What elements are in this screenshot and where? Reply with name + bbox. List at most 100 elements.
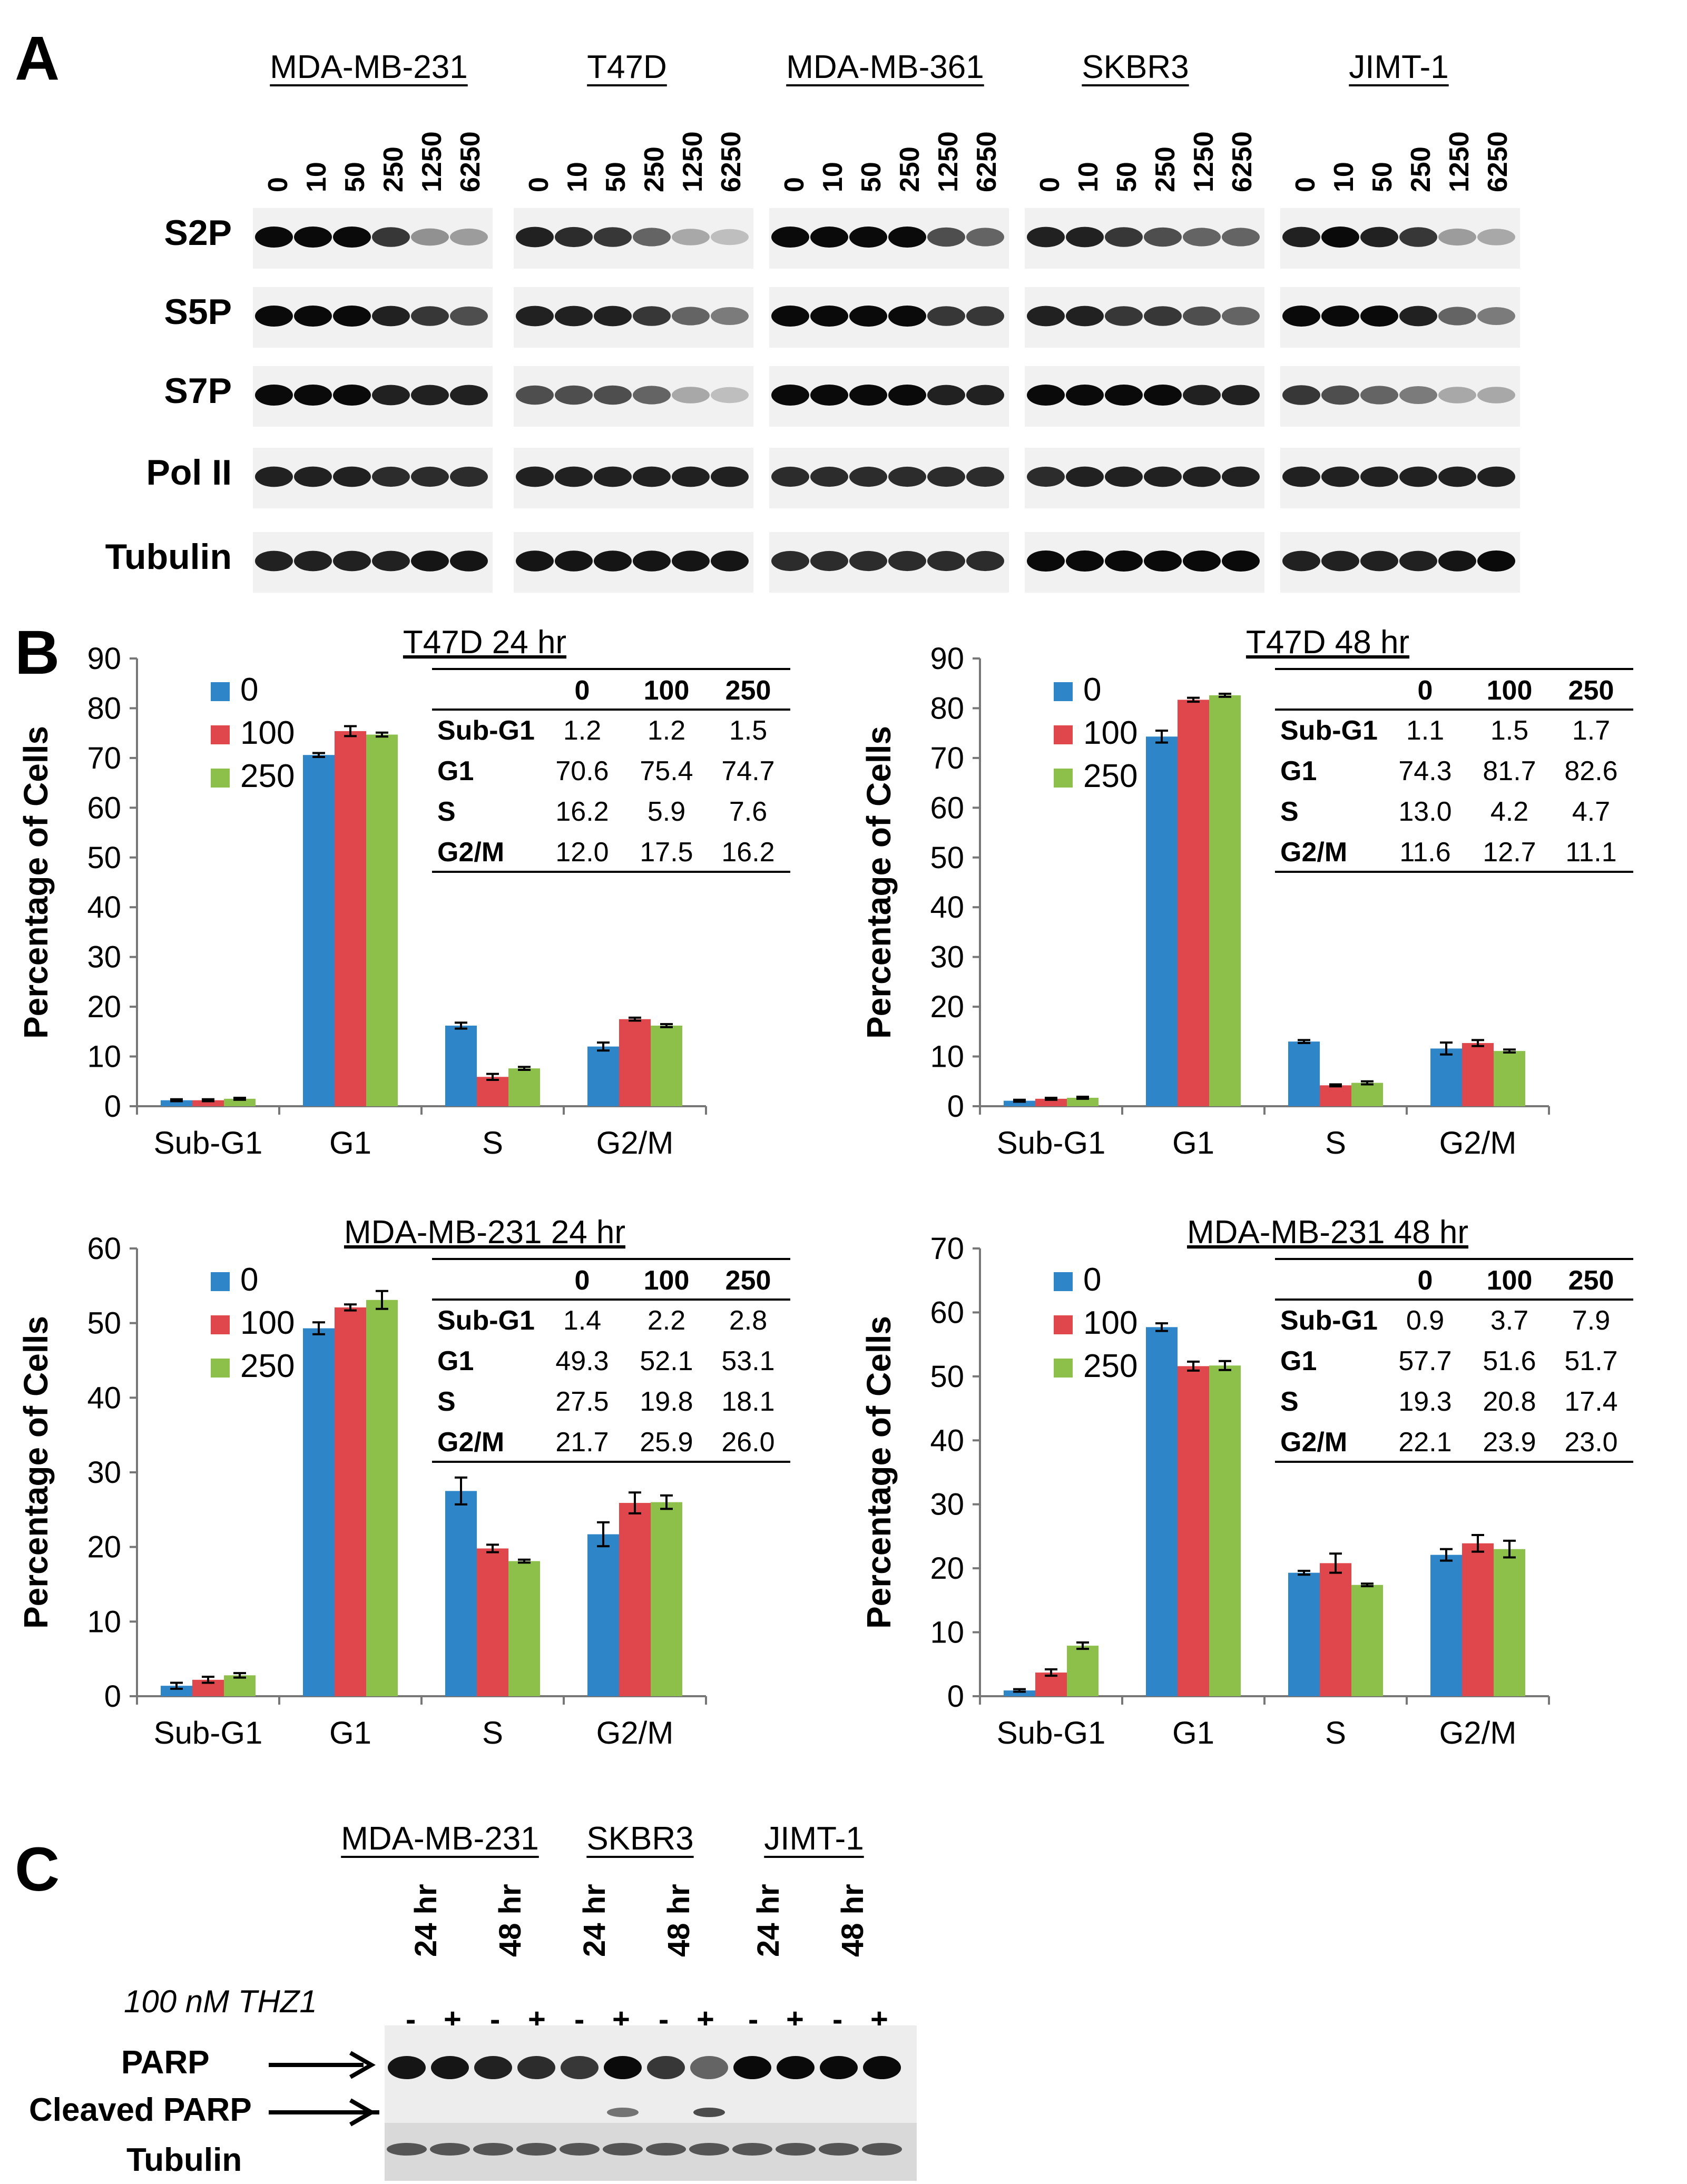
blot-band [255, 466, 293, 487]
x-tick-label: G2/M [596, 1125, 674, 1160]
panel-a-conc-label: 50 [601, 162, 631, 192]
blot-band [555, 466, 593, 487]
blot-band [450, 228, 488, 246]
legend-swatch [211, 769, 230, 788]
panel-c-cellline-2: JIMT-1 [764, 1821, 864, 1857]
blot-band [1360, 227, 1398, 248]
table-row-label: G1 [1280, 756, 1317, 786]
blot-band [888, 466, 926, 487]
bar [651, 1026, 682, 1106]
blot-band [1438, 307, 1476, 326]
chart-title: MDA-MB-231 24 hr [344, 1214, 625, 1251]
blot-band [888, 550, 926, 572]
bar [619, 1503, 651, 1696]
panel-c-cellline-0: MDA-MB-231 [341, 1821, 539, 1857]
x-tick-label: G1 [1172, 1125, 1214, 1160]
blot-band [966, 228, 1004, 247]
blot-band [372, 306, 410, 327]
blot-band [1321, 550, 1359, 572]
blot-band [966, 306, 1004, 326]
panel-c-label-tubulin: Tubulin [126, 2142, 242, 2178]
blot-band [711, 229, 749, 245]
table-cell: 17.4 [1564, 1386, 1617, 1417]
bar [224, 1098, 256, 1106]
y-tick-label: 70 [930, 1232, 964, 1266]
table-cell: 16.2 [555, 796, 609, 827]
arrow-parp-head [349, 2051, 376, 2079]
legend-label: 100 [1083, 1305, 1137, 1341]
table-cell: 16.2 [721, 837, 774, 868]
blot-band [849, 306, 887, 327]
blot-s5p-0 [253, 287, 493, 348]
blot-band [411, 466, 449, 487]
blot-band [1144, 385, 1182, 406]
blot-band [1360, 466, 1398, 487]
blot-tubulin-1 [514, 532, 753, 593]
blot-band [1144, 306, 1182, 326]
table-header: 250 [1568, 675, 1614, 706]
blot-band [1477, 307, 1515, 325]
panel-a-conc-label: 6250 [716, 131, 747, 192]
blot-band [1282, 227, 1320, 248]
table-cell: 22.1 [1398, 1427, 1451, 1458]
panel-a-conc-label: 10 [1329, 162, 1359, 192]
bar [1430, 1555, 1462, 1696]
y-tick-label: 80 [87, 691, 121, 725]
panel-a-conc-label: 1250 [1189, 131, 1219, 192]
table-cell: 1.5 [729, 715, 767, 746]
blot-s5p-2 [769, 287, 1009, 348]
table-cell: 2.8 [729, 1305, 767, 1336]
table-header: 250 [725, 1265, 771, 1296]
table-cell: 1.1 [1406, 715, 1444, 746]
panel-c-timepoint: 48 hr [836, 1884, 870, 1957]
legend-label: 100 [240, 1305, 295, 1341]
blot-band [450, 385, 488, 406]
blot-band-tubulin [560, 2143, 600, 2156]
blot-band [1399, 306, 1437, 327]
panel-c-label-cleaved-parp: Cleaved PARP [29, 2092, 252, 2128]
blot-band [450, 306, 488, 326]
blot-tubulin-4 [1280, 532, 1520, 593]
panel-c-cellline-1: SKBR3 [586, 1821, 694, 1857]
blot-band [333, 550, 371, 572]
blot-band [1477, 387, 1515, 404]
legend-label: 250 [240, 1348, 295, 1384]
y-tick-label: 80 [930, 691, 964, 725]
panel-a-conc-label: 50 [856, 162, 887, 192]
chart-title: MDA-MB-231 48 hr [1187, 1214, 1468, 1251]
blot-band [1399, 227, 1437, 247]
blot-band-tubulin [387, 2143, 427, 2156]
bar [1351, 1585, 1383, 1696]
table-row-label: Sub-G1 [1280, 715, 1378, 746]
blot-s2p-1 [514, 208, 753, 269]
x-tick-label: Sub-G1 [997, 1715, 1106, 1750]
legend-swatch [211, 682, 230, 701]
blot-band-parp [517, 2056, 555, 2079]
legend-label: 100 [1083, 715, 1137, 751]
bar [335, 731, 366, 1106]
panel-a-conc-label: 1250 [933, 131, 964, 192]
blot-band-cleaved-parp [693, 2108, 725, 2117]
bar [1004, 1690, 1035, 1696]
blot-s5p-4 [1280, 287, 1520, 348]
table-cell: 26.0 [721, 1427, 774, 1458]
blot-s7p-0 [253, 366, 493, 427]
table-cell: 1.5 [1490, 715, 1528, 746]
table-row-label: G2/M [437, 1427, 504, 1458]
blot-band [372, 466, 410, 487]
bar [1462, 1543, 1494, 1696]
blot-band [771, 306, 809, 327]
y-tick-label: 70 [87, 741, 121, 775]
blot-band [1321, 227, 1359, 248]
panel-a-conc-label: 1250 [678, 131, 708, 192]
y-tick-label: 90 [87, 642, 121, 676]
y-tick-label: 50 [87, 841, 121, 875]
table-cell: 12.0 [555, 837, 609, 868]
panel-b-letter: B [15, 618, 60, 687]
bar [335, 1307, 366, 1696]
bar [1288, 1572, 1320, 1696]
blot-pol-ii-3 [1025, 448, 1264, 508]
table-cell: 52.1 [640, 1346, 693, 1376]
bar [445, 1026, 477, 1106]
panel-c-timepoint: 48 hr [662, 1884, 696, 1957]
